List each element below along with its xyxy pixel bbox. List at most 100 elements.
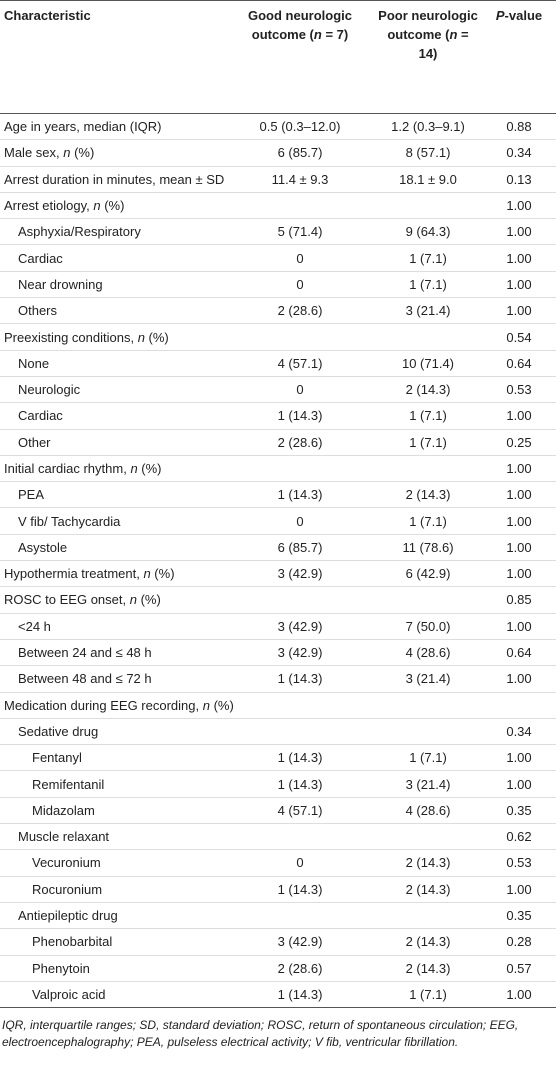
table-row: Medication during EEG recording, n (%) xyxy=(0,692,556,719)
poor-value: 10 (71.4) xyxy=(374,350,482,377)
table-body: Age in years, median (IQR) 0.5 (0.3–12.0)… xyxy=(0,113,556,1009)
table-row: Valproic acid 1 (14.3) 1 (7.1) 1.00 xyxy=(0,981,556,1009)
poor-value: 9 (64.3) xyxy=(374,218,482,246)
good-value: 1 (14.3) xyxy=(226,770,374,798)
poor-value: 1 (7.1) xyxy=(374,244,482,272)
table-row: Remifentanil 1 (14.3) 3 (21.4) 1.00 xyxy=(0,770,556,798)
p-value: 1.00 xyxy=(482,481,556,509)
good-value: 6 (85.7) xyxy=(226,534,374,562)
table-row: Antiepileptic drug 0.35 xyxy=(0,902,556,930)
row-label: Others xyxy=(0,297,226,325)
table-row: Hypothermia treatment, n (%) 3 (42.9) 6 (4… xyxy=(0,560,556,588)
good-value: 1 (14.3) xyxy=(226,744,374,772)
poor-value: 4 (28.6) xyxy=(374,797,482,825)
table-row: Vecuronium 0 2 (14.3) 0.53 xyxy=(0,849,556,877)
poor-value: 1.2 (0.3–9.1) xyxy=(374,113,482,141)
row-label: Phenytoin xyxy=(0,955,226,982)
table-row: None 4 (57.1) 10 (71.4) 0.64 xyxy=(0,350,556,377)
p-value: 1.00 xyxy=(482,271,556,299)
p-value: 0.35 xyxy=(482,902,556,930)
good-value: 0 xyxy=(226,271,374,299)
poor-value: 3 (21.4) xyxy=(374,665,482,693)
row-label: Preexisting conditions, n (%) xyxy=(0,323,226,351)
table-row: Rocuronium 1 (14.3) 2 (14.3) 1.00 xyxy=(0,876,556,903)
poor-value: 18.1 ± 9.0 xyxy=(374,166,482,193)
good-value: 1 (14.3) xyxy=(226,402,374,430)
poor-value: 2 (14.3) xyxy=(374,876,482,903)
table-row: ROSC to EEG onset, n (%) 0.85 xyxy=(0,586,556,614)
p-value: 0.28 xyxy=(482,928,556,956)
row-label: Between 24 and ≤ 48 h xyxy=(0,639,226,667)
p-value: 0.85 xyxy=(482,586,556,614)
poor-value: 2 (14.3) xyxy=(374,955,482,982)
empty-cell xyxy=(374,902,482,930)
row-label: Remifentanil xyxy=(0,770,226,798)
empty-cell xyxy=(482,692,556,719)
table-row: V fib/ Tachycardia 0 1 (7.1) 1.00 xyxy=(0,507,556,535)
p-value: 0.53 xyxy=(482,849,556,877)
p-value: 1.00 xyxy=(482,744,556,772)
table-row: Preexisting conditions, n (%) 0.54 xyxy=(0,323,556,351)
p-value: 1.00 xyxy=(482,455,556,483)
good-value: 0 xyxy=(226,507,374,535)
poor-value: 2 (14.3) xyxy=(374,849,482,877)
row-label: Asphyxia/Respiratory xyxy=(0,218,226,246)
p-value: 0.57 xyxy=(482,955,556,982)
empty-cell xyxy=(226,586,374,614)
header-cell: Poor neurologic outcome (n = 14) xyxy=(374,0,482,114)
p-value: 0.62 xyxy=(482,823,556,851)
row-label: Neurologic xyxy=(0,376,226,404)
poor-value: 3 (21.4) xyxy=(374,770,482,798)
header-cell: Characteristic xyxy=(0,0,226,114)
row-label: Between 48 and ≤ 72 h xyxy=(0,665,226,693)
empty-cell xyxy=(226,823,374,851)
row-label: Near drowning xyxy=(0,271,226,299)
table-row: Male sex, n (%) 6 (85.7) 8 (57.1) 0.34 xyxy=(0,139,556,167)
good-value: 6 (85.7) xyxy=(226,139,374,167)
row-label: Arrest duration in minutes, mean ± SD xyxy=(0,166,226,193)
row-label: Other xyxy=(0,429,226,456)
empty-cell xyxy=(374,586,482,614)
table-row: Sedative drug 0.34 xyxy=(0,718,556,746)
table-row: Midazolam 4 (57.1) 4 (28.6) 0.35 xyxy=(0,797,556,825)
row-label: Cardiac xyxy=(0,244,226,272)
empty-cell xyxy=(374,455,482,483)
poor-value: 1 (7.1) xyxy=(374,402,482,430)
empty-cell xyxy=(374,823,482,851)
p-value: 0.53 xyxy=(482,376,556,404)
p-value: 1.00 xyxy=(482,613,556,640)
p-value: 1.00 xyxy=(482,218,556,246)
empty-cell xyxy=(226,455,374,483)
good-value: 2 (28.6) xyxy=(226,297,374,325)
empty-cell xyxy=(226,692,374,719)
row-label: ROSC to EEG onset, n (%) xyxy=(0,586,226,614)
table-row: Arrest etiology, n (%) 1.00 xyxy=(0,192,556,220)
p-value: 1.00 xyxy=(482,981,556,1009)
table-row: Near drowning 0 1 (7.1) 1.00 xyxy=(0,271,556,299)
row-label: Male sex, n (%) xyxy=(0,139,226,167)
table-row: Initial cardiac rhythm, n (%) 1.00 xyxy=(0,455,556,483)
poor-value: 2 (14.3) xyxy=(374,481,482,509)
table-row: Asphyxia/Respiratory 5 (71.4) 9 (64.3) 1.00 xyxy=(0,218,556,246)
row-label: PEA xyxy=(0,481,226,509)
good-value: 3 (42.9) xyxy=(226,928,374,956)
row-label: Antiepileptic drug xyxy=(0,902,226,930)
poor-value: 8 (57.1) xyxy=(374,139,482,167)
p-value: 1.00 xyxy=(482,876,556,903)
row-label: Vecuronium xyxy=(0,849,226,877)
good-value: 5 (71.4) xyxy=(226,218,374,246)
row-label: Midazolam xyxy=(0,797,226,825)
row-label: Rocuronium xyxy=(0,876,226,903)
row-label: Age in years, median (IQR) xyxy=(0,113,226,141)
p-value: 0.88 xyxy=(482,113,556,141)
table-row: Arrest duration in minutes, mean ± SD 11.… xyxy=(0,166,556,193)
table-row: Cardiac 1 (14.3) 1 (7.1) 1.00 xyxy=(0,402,556,430)
p-value: 1.00 xyxy=(482,534,556,562)
table-row: Cardiac 0 1 (7.1) 1.00 xyxy=(0,244,556,272)
empty-cell xyxy=(374,718,482,746)
p-value: 1.00 xyxy=(482,244,556,272)
p-value: 1.00 xyxy=(482,192,556,220)
table-row: Neurologic 0 2 (14.3) 0.53 xyxy=(0,376,556,404)
